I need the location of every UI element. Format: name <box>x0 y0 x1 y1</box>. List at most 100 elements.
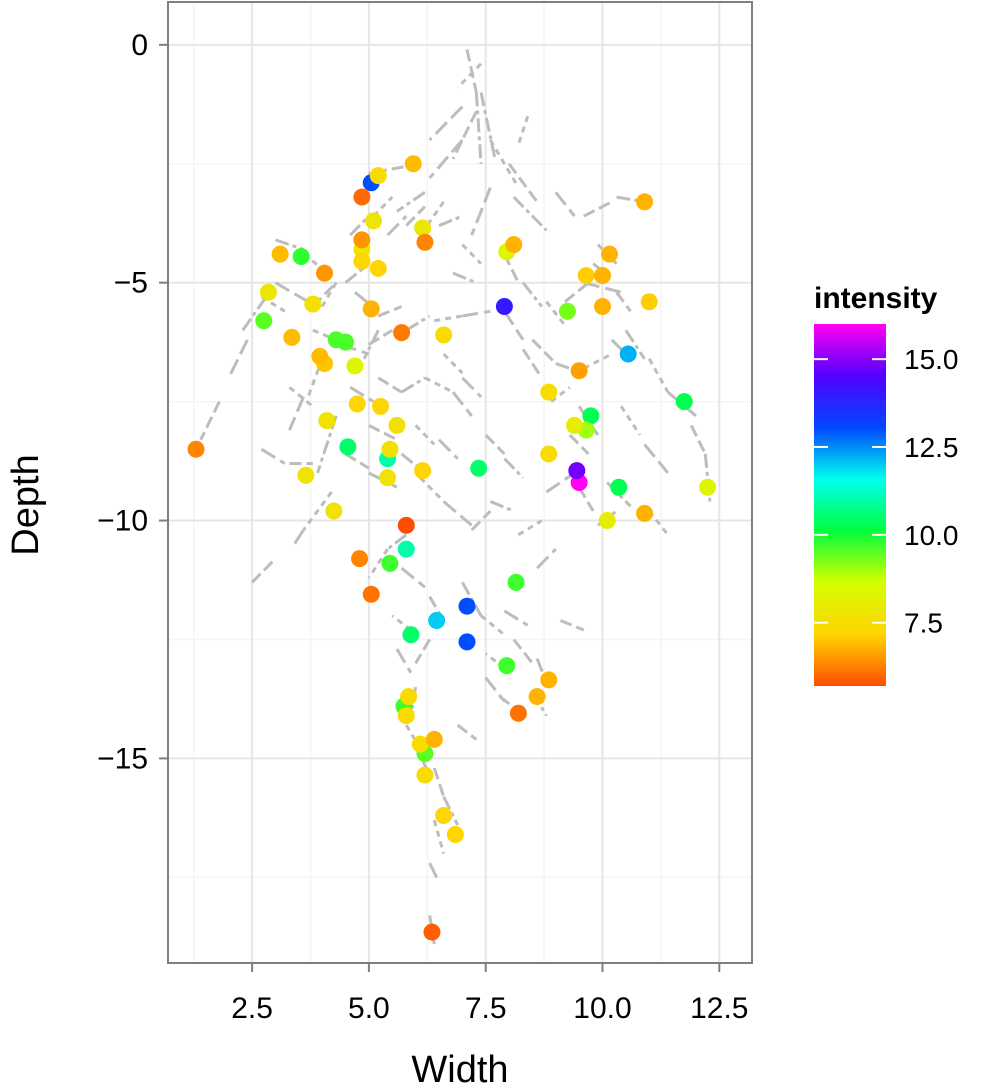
trail-segment <box>452 271 477 285</box>
trail-segment <box>274 281 309 304</box>
trail-segment <box>428 138 464 180</box>
trail-segment <box>400 376 426 394</box>
trail-segment <box>615 291 632 313</box>
trail-segment <box>400 566 426 589</box>
trail-segment <box>479 92 497 160</box>
trail-segment <box>428 105 464 142</box>
data-point <box>610 478 628 496</box>
trail-segment <box>367 548 389 579</box>
trail-segment <box>465 49 478 93</box>
trail-segment <box>521 281 543 308</box>
x-tick-label: 5.0 <box>348 992 390 1025</box>
trail-segment <box>288 396 305 431</box>
data-point <box>297 466 315 484</box>
y-tick-label: 0 <box>131 29 148 62</box>
data-point <box>507 573 525 591</box>
legend-ticks: 15.0 12.5 10.0 7.5 <box>814 344 959 639</box>
data-point <box>601 245 619 263</box>
trail-segment <box>545 471 576 494</box>
trail-segment <box>260 447 286 465</box>
trail-segment <box>550 386 571 403</box>
trail-segment <box>386 215 408 237</box>
data-point <box>325 502 343 520</box>
trail-segment <box>414 424 436 446</box>
legend-title: intensity <box>814 282 938 315</box>
trail-segment <box>474 92 483 164</box>
trail-segment <box>442 795 460 826</box>
data-point <box>565 416 583 434</box>
data-point <box>304 295 322 313</box>
data-point <box>414 219 432 237</box>
trail-segment <box>405 205 427 227</box>
trail-segment <box>344 262 370 284</box>
data-point <box>636 193 654 211</box>
data-point <box>570 362 588 380</box>
data-point <box>351 550 369 568</box>
data-point <box>271 245 289 263</box>
y-axis-title: Depth <box>5 454 47 555</box>
trail-segment <box>405 314 431 332</box>
trail-segment <box>428 862 441 883</box>
trail-segment <box>503 457 525 479</box>
trail-segment <box>386 533 408 551</box>
data-point <box>337 333 355 351</box>
trail-segment <box>312 328 337 342</box>
trail-segment <box>619 405 642 436</box>
trail-segment <box>456 723 478 741</box>
data-point <box>259 283 277 301</box>
data-point <box>540 383 558 401</box>
data-point <box>318 412 336 430</box>
data-point <box>187 440 205 458</box>
trail-segment <box>274 238 304 251</box>
trail-segment <box>583 281 622 294</box>
data-point <box>381 554 399 572</box>
data-point <box>404 155 422 173</box>
data-point <box>393 324 411 342</box>
data-point <box>636 504 654 522</box>
data-point <box>505 236 523 254</box>
legend-tick-label: 10.0 <box>904 520 959 551</box>
data-point <box>353 188 371 206</box>
trail-segment <box>451 110 478 160</box>
data-point <box>379 469 397 487</box>
data-point <box>316 264 334 282</box>
data-point <box>495 297 513 315</box>
data-point <box>568 462 586 480</box>
trail-segment <box>616 195 645 204</box>
x-tick-label: 10.0 <box>573 992 631 1025</box>
trail-segment <box>517 519 543 537</box>
data-point <box>411 735 429 753</box>
data-point <box>365 212 383 230</box>
trail-segment <box>320 281 338 308</box>
trail-segment <box>432 819 446 854</box>
trail-segment <box>241 296 268 332</box>
data-points <box>187 155 717 941</box>
trail-segment <box>643 443 670 474</box>
trail-segment <box>689 424 707 455</box>
x-tick-label: 12.5 <box>690 992 748 1025</box>
legend-tick-label: 7.5 <box>904 608 943 639</box>
trail-segment <box>554 191 576 218</box>
trail-segment <box>344 452 370 470</box>
data-point <box>348 395 366 413</box>
trail-segment <box>396 191 426 213</box>
data-point <box>423 923 441 941</box>
trail-segment <box>564 281 590 303</box>
trail-segment <box>302 491 333 531</box>
data-point <box>353 252 371 270</box>
legend-tick-label: 15.0 <box>904 344 959 375</box>
trail-segment <box>456 62 483 89</box>
data-point <box>369 259 387 277</box>
data-point <box>311 347 329 365</box>
trail-segment <box>368 471 398 489</box>
trail-segment <box>461 581 483 617</box>
x-tick-label: 7.5 <box>465 992 507 1025</box>
data-point <box>699 478 717 496</box>
trail-segment <box>577 405 600 436</box>
data-point <box>540 671 558 689</box>
trail-segment <box>462 309 491 318</box>
data-point <box>428 611 446 629</box>
trail-segment <box>419 476 445 503</box>
trail-segment <box>531 338 557 365</box>
